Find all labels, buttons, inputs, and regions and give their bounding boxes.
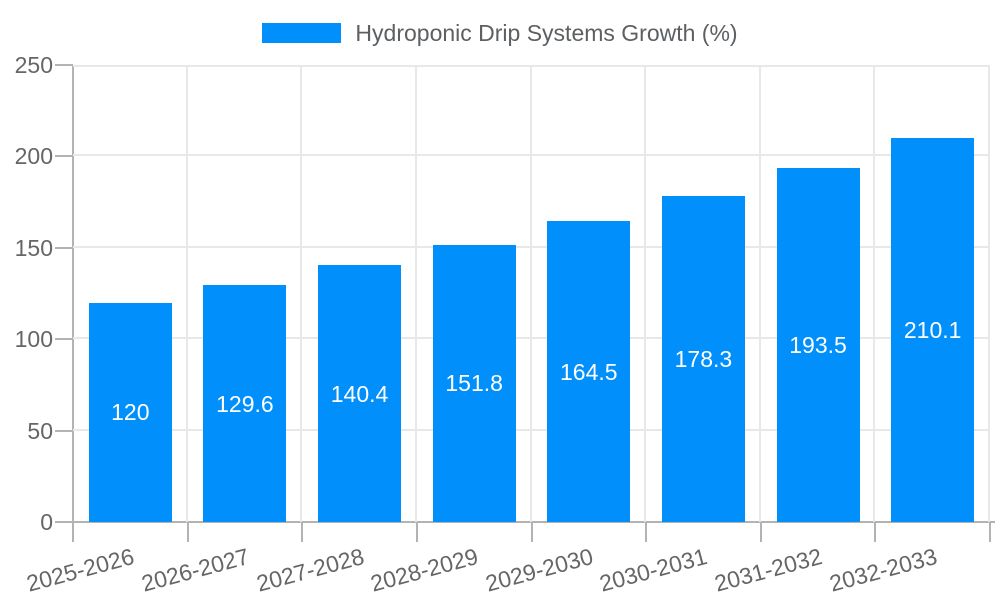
bar[interactable]: 151.8 [432, 244, 516, 522]
bar-value-label: 151.8 [445, 370, 503, 397]
gridline-v [988, 65, 990, 522]
bar-value-label: 178.3 [674, 346, 733, 373]
gridline-v [300, 65, 303, 522]
bar-value-label: 193.5 [789, 332, 847, 359]
y-axis-tick [55, 246, 73, 249]
bar-value-label: 164.5 [560, 358, 618, 385]
x-axis-tick [186, 522, 189, 542]
y-axis-label: 0 [40, 509, 53, 535]
gridline-h [73, 65, 990, 67]
x-axis-tick [415, 522, 418, 542]
x-axis-tick [874, 522, 877, 542]
y-axis-tick [55, 155, 73, 158]
legend-swatch-icon [262, 23, 342, 43]
bar-value-label: 129.6 [216, 390, 274, 417]
bar-value-label: 120 [111, 399, 150, 426]
bar-value-label: 210.1 [903, 316, 962, 343]
x-axis-tick [645, 522, 648, 542]
bar[interactable]: 178.3 [661, 196, 745, 522]
bar[interactable]: 120 [88, 302, 172, 522]
gridline-v [185, 65, 188, 522]
y-axis-tick [55, 64, 73, 66]
gridline-v [873, 65, 876, 522]
x-axis-line [55, 521, 995, 523]
bar[interactable]: 164.5 [547, 221, 631, 522]
gridline-h [73, 245, 990, 248]
bar[interactable]: 193.5 [776, 168, 860, 522]
gridline-v [644, 65, 647, 522]
y-axis-label: 100 [14, 326, 53, 353]
gridline-v [414, 65, 417, 522]
bar[interactable]: 140.4 [318, 265, 402, 522]
legend[interactable]: Hydroponic Drip Systems Growth (%) [0, 20, 1000, 46]
y-axis-label: 200 [14, 143, 53, 170]
y-axis-label: 250 [14, 52, 53, 78]
gridline-v [529, 65, 532, 522]
x-axis-tick [759, 522, 762, 542]
y-axis-tick [55, 429, 73, 432]
plot-area: 120 129.6 140.4 151.8 164.5 178.3 193.5 210.1 [73, 65, 990, 522]
y-axis-label: 50 [27, 417, 53, 444]
gridline-h [73, 154, 990, 157]
x-axis-tick [72, 522, 74, 542]
y-axis-tick [55, 521, 73, 523]
x-axis-tick [989, 522, 991, 542]
bar[interactable]: 129.6 [203, 285, 287, 522]
bar-value-label: 140.4 [330, 380, 389, 407]
bar[interactable]: 210.1 [891, 137, 975, 522]
y-axis-line [72, 65, 74, 542]
legend-label: Hydroponic Drip Systems Growth (%) [355, 20, 738, 46]
gridline-h [73, 428, 990, 431]
gridline-v [758, 65, 761, 522]
x-axis-tick [301, 522, 304, 542]
x-axis-tick [530, 522, 533, 542]
y-axis-tick [55, 338, 73, 341]
y-axis-label: 150 [14, 234, 53, 261]
gridline-h [73, 337, 990, 340]
